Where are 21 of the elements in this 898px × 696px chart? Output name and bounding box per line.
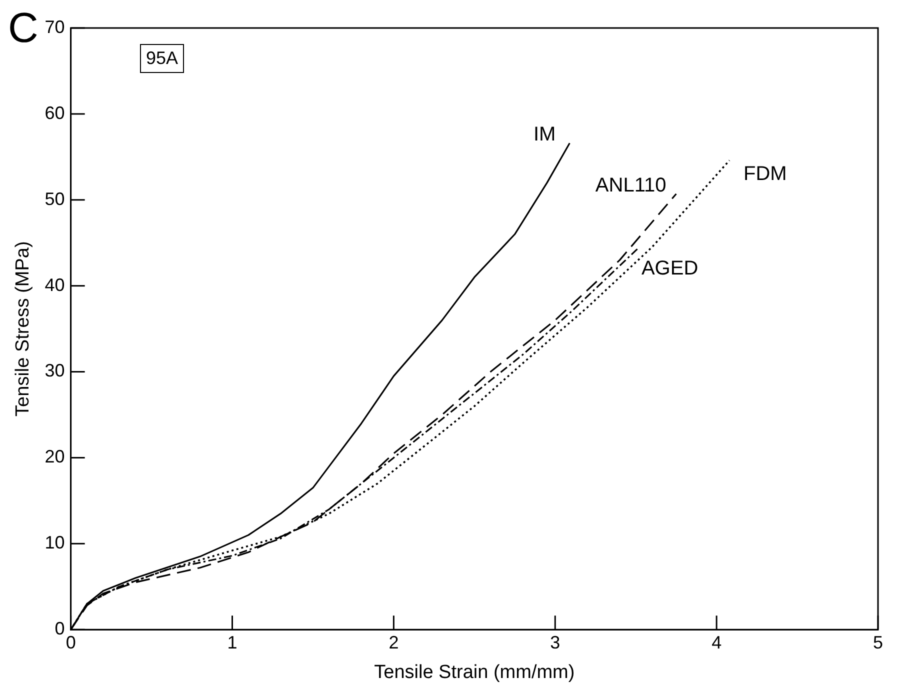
- y-tick-label: 10: [44, 532, 65, 553]
- y-tick-label: 0: [54, 618, 65, 639]
- x-tick-label: 5: [872, 632, 884, 652]
- y-tick-label: 50: [44, 188, 65, 209]
- series-label: AGED: [641, 257, 698, 280]
- x-tick-label: 2: [388, 632, 399, 652]
- series-label: IM: [533, 124, 556, 146]
- y-axis-title: Tensile Stress (MPa): [12, 241, 34, 416]
- y-tick-label: 40: [44, 274, 65, 295]
- text: C: [8, 3, 38, 53]
- x-tick-label: 1: [227, 632, 238, 652]
- y-tick-label: 20: [44, 446, 65, 467]
- y-tick-label: 30: [44, 360, 65, 381]
- annotation: 95A: [140, 44, 184, 73]
- x-tick-label: 3: [550, 632, 560, 652]
- series-label: ANL110: [595, 174, 666, 196]
- y-tick-label: 70: [44, 16, 65, 37]
- x-axis-title: Tensile Strain (mm/mm): [374, 662, 575, 683]
- y-tick-label: 60: [44, 102, 65, 123]
- series-label: FDM: [743, 162, 787, 185]
- x-tick-label: 4: [712, 632, 722, 652]
